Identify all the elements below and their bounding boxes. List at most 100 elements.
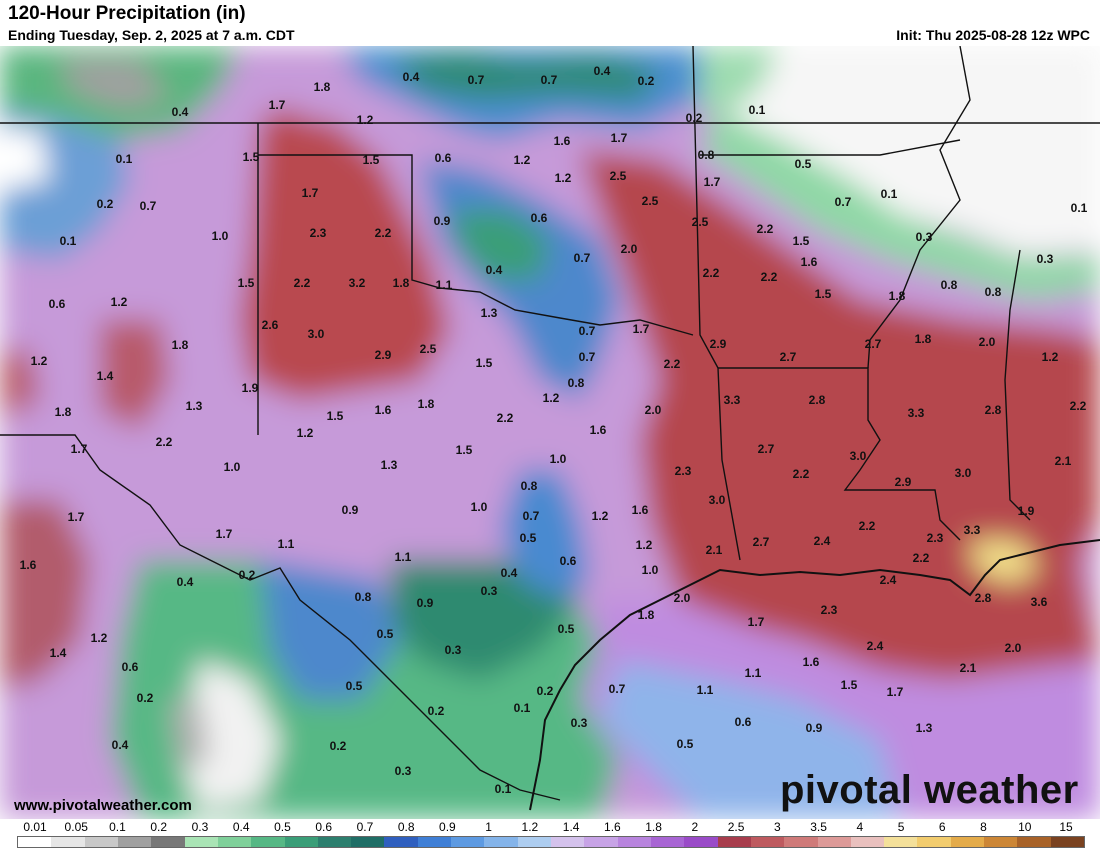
precip-value-label: 2.2 bbox=[156, 435, 173, 449]
precip-value-label: 2.3 bbox=[821, 603, 838, 617]
precip-value-labels: 1.8 0.4 0.7 0.7 0.4 0.2 0.4 1.7 1.2 0.1 0.2 1.5 1.5 0… bbox=[20, 64, 1088, 796]
precip-value-label: 3.3 bbox=[908, 406, 925, 420]
precip-value-label: 3.3 bbox=[964, 523, 981, 537]
precip-value-label: 0.5 bbox=[677, 737, 694, 751]
precip-value-label: 0.3 bbox=[445, 643, 462, 657]
precip-value-label: 0.2 bbox=[330, 739, 347, 753]
precip-value-label: 0.7 bbox=[835, 195, 852, 209]
precip-value-label: 3.0 bbox=[955, 466, 972, 480]
precip-value-label: 0.1 bbox=[749, 103, 766, 117]
precip-value-label: 1.7 bbox=[269, 98, 286, 112]
precip-value-label: 0.6 bbox=[49, 297, 66, 311]
legend-tick-label: 6 bbox=[938, 820, 946, 834]
legend-swatch bbox=[217, 837, 252, 847]
precip-value-label: 2.4 bbox=[867, 639, 884, 653]
legend-tick-label: 3 bbox=[773, 820, 781, 834]
precip-shading bbox=[0, 46, 1100, 819]
precip-legend: 0.01 0.05 0.1 0.2 0.3 0.4 0.5 0.6 0.7 0.8 0.9 1 1.2 1… bbox=[0, 819, 1100, 850]
precip-value-label: 1.5 bbox=[363, 153, 380, 167]
precip-value-label: 2.2 bbox=[1070, 399, 1087, 413]
precip-value-label: 1.2 bbox=[592, 509, 609, 523]
precip-value-label: 2.8 bbox=[985, 403, 1002, 417]
precip-value-label: 0.9 bbox=[806, 721, 823, 735]
precip-value-label: 0.6 bbox=[122, 660, 139, 674]
legend-tick-label: 0.05 bbox=[64, 820, 88, 834]
brand-logo: pivotal weather bbox=[780, 768, 1079, 812]
precip-value-label: 2.9 bbox=[375, 348, 392, 362]
precip-value-label: 2.5 bbox=[692, 215, 709, 229]
legend-tick-label: 4 bbox=[856, 820, 864, 834]
legend-swatch bbox=[884, 837, 918, 847]
legend-swatch bbox=[1050, 837, 1084, 847]
legend-swatch bbox=[151, 837, 185, 847]
legend-swatch bbox=[517, 837, 551, 847]
legend-swatch bbox=[984, 837, 1018, 847]
precip-value-label: 0.1 bbox=[495, 782, 512, 796]
precip-value-label: 1.1 bbox=[395, 550, 412, 564]
precip-value-label: 2.0 bbox=[645, 403, 662, 417]
legend-tick-label: 2 bbox=[691, 820, 699, 834]
precip-value-label: 0.1 bbox=[881, 187, 898, 201]
precip-value-label: 1.7 bbox=[633, 322, 650, 336]
precip-value-label: 2.0 bbox=[674, 591, 691, 605]
precip-value-label: 2.2 bbox=[757, 222, 774, 236]
precip-value-label: 1.5 bbox=[793, 234, 810, 248]
precip-value-label: 1.0 bbox=[550, 452, 567, 466]
legend-swatch bbox=[384, 837, 418, 847]
precip-value-label: 2.8 bbox=[975, 591, 992, 605]
precip-value-label: 2.2 bbox=[761, 270, 778, 284]
legend-tick-label: 0.9 bbox=[439, 820, 456, 834]
precip-value-label: 1.7 bbox=[704, 175, 721, 189]
precip-value-label: 3.0 bbox=[850, 449, 867, 463]
legend-swatch bbox=[117, 837, 152, 847]
precip-value-label: 1.5 bbox=[238, 276, 255, 290]
precip-value-label: 1.3 bbox=[916, 721, 933, 735]
precip-value-label: 0.6 bbox=[435, 151, 452, 165]
precip-value-label: 0.8 bbox=[355, 590, 372, 604]
legend-tick-label: 3.5 bbox=[810, 820, 827, 834]
model-init-label: Init: Thu 2025-08-28 12z WPC bbox=[896, 27, 1090, 43]
precip-value-label: 0.8 bbox=[985, 285, 1002, 299]
precip-value-label: 0.1 bbox=[60, 234, 77, 248]
legend-swatch bbox=[284, 837, 318, 847]
precip-value-label: 3.0 bbox=[308, 327, 325, 341]
precip-value-label: 2.5 bbox=[610, 169, 627, 183]
precip-value-label: 0.5 bbox=[795, 157, 812, 171]
precip-value-label: 0.2 bbox=[239, 568, 256, 582]
legend-swatch bbox=[1017, 837, 1051, 847]
precip-value-label: 0.6 bbox=[560, 554, 577, 568]
precip-value-label: 2.9 bbox=[710, 337, 727, 351]
precip-value-label: 2.7 bbox=[780, 350, 797, 364]
precip-value-label: 0.2 bbox=[137, 691, 154, 705]
precip-value-label: 1.2 bbox=[111, 295, 128, 309]
legend-tick-label: 1.2 bbox=[521, 820, 539, 834]
precip-value-label: 1.3 bbox=[481, 306, 498, 320]
precip-value-label: 1.8 bbox=[172, 338, 189, 352]
precip-value-label: 0.9 bbox=[417, 596, 434, 610]
precip-value-label: 1.5 bbox=[815, 287, 832, 301]
precip-value-label: 0.4 bbox=[486, 263, 503, 277]
precip-value-label: 0.7 bbox=[140, 199, 157, 213]
precip-value-label: 2.7 bbox=[753, 535, 770, 549]
precip-value-label: 1.2 bbox=[514, 153, 531, 167]
legend-tick-label: 1 bbox=[485, 820, 492, 834]
precip-value-label: 0.3 bbox=[481, 584, 498, 598]
precip-value-label: 1.2 bbox=[357, 113, 374, 127]
precip-value-label: 2.2 bbox=[294, 276, 311, 290]
valid-time-subtitle: Ending Tuesday, Sep. 2, 2025 at 7 a.m. C… bbox=[8, 27, 295, 43]
legend-swatch bbox=[84, 837, 118, 847]
legend-swatch bbox=[351, 837, 385, 847]
legend-swatch bbox=[684, 837, 718, 847]
precip-value-label: 0.7 bbox=[541, 73, 558, 87]
legend-swatch bbox=[451, 837, 485, 847]
legend-tick-label: 0.8 bbox=[397, 820, 415, 834]
precip-value-label: 1.2 bbox=[91, 631, 108, 645]
precipitation-map[interactable]: 1.8 0.4 0.7 0.7 0.4 0.2 0.4 1.7 1.2 0.1 0.2 1.5 1.5 0… bbox=[0, 46, 1100, 819]
precip-value-label: 1.6 bbox=[803, 655, 820, 669]
legend-swatch bbox=[251, 837, 285, 847]
precip-value-label: 0.4 bbox=[594, 64, 611, 78]
precip-value-label: 0.5 bbox=[377, 627, 394, 641]
precip-value-label: 2.1 bbox=[1055, 454, 1072, 468]
legend-tick-label: 0.3 bbox=[191, 820, 209, 834]
precip-value-label: 1.9 bbox=[1018, 504, 1035, 518]
